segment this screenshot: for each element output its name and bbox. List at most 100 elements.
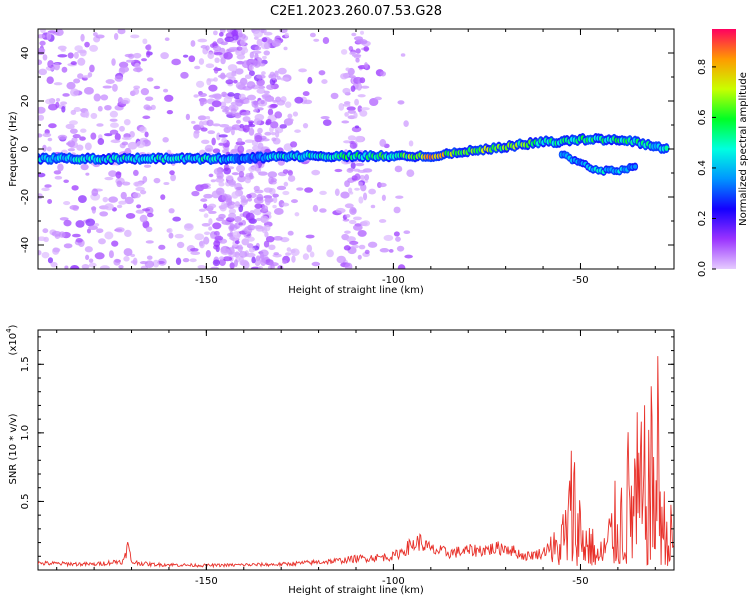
x-tick-label: -100 <box>382 576 405 587</box>
noise-blob <box>358 196 364 204</box>
noise-blob <box>145 226 153 233</box>
noise-blob <box>319 190 327 196</box>
noise-blob <box>108 170 117 177</box>
noise-blob <box>60 48 66 52</box>
noise-blob <box>225 175 234 181</box>
noise-blob <box>236 46 243 51</box>
noise-blob <box>355 162 365 167</box>
noise-blob <box>241 199 248 203</box>
noise-blob <box>235 186 244 190</box>
noise-blob <box>164 37 170 41</box>
noise-blob <box>236 119 241 124</box>
noise-blob <box>287 113 293 119</box>
noise-blob <box>54 175 63 180</box>
noise-blob <box>251 256 256 264</box>
y-tick-label: 0 <box>20 146 31 152</box>
noise-blob <box>38 114 45 121</box>
noise-blob <box>146 255 153 260</box>
noise-blob <box>271 73 276 81</box>
noise-blob <box>338 102 345 111</box>
noise-blob <box>254 258 261 267</box>
noise-blob <box>213 240 221 248</box>
noise-blob <box>207 51 215 60</box>
noise-blob <box>336 255 346 264</box>
noise-blob <box>357 254 362 260</box>
noise-blob <box>208 173 214 178</box>
noise-blob <box>238 171 245 178</box>
noise-blob <box>120 191 127 200</box>
noise-blob <box>133 52 142 59</box>
noise-blob <box>217 191 222 195</box>
noise-blob <box>123 248 133 257</box>
noise-blob <box>294 96 304 104</box>
noise-blob <box>207 130 216 135</box>
noise-blob <box>104 104 112 111</box>
noise-blob <box>114 133 121 141</box>
noise-blob <box>53 170 62 175</box>
noise-blob <box>56 98 61 102</box>
noise-blob <box>258 171 268 176</box>
noise-blob <box>208 84 218 92</box>
noise-blob <box>213 30 218 36</box>
noise-blob <box>241 238 250 246</box>
noise-blob <box>40 29 46 34</box>
noise-blob <box>282 259 288 265</box>
noise-blob <box>57 163 64 172</box>
noise-blob <box>253 30 263 38</box>
noise-blob <box>320 116 330 120</box>
noise-blob <box>38 59 43 66</box>
noise-blob <box>38 34 46 39</box>
y-tick-label: 20 <box>20 95 31 108</box>
noise-blob <box>139 214 148 223</box>
noise-blob <box>284 32 289 38</box>
noise-blob <box>347 109 356 114</box>
noise-blob <box>113 33 119 41</box>
noise-blob <box>93 222 100 227</box>
noise-blob <box>194 65 201 70</box>
noise-blob <box>208 226 213 231</box>
noise-blob <box>220 247 231 255</box>
noise-blob <box>321 79 328 84</box>
noise-blob <box>394 165 403 173</box>
noise-blob <box>42 54 48 61</box>
snr-multiplier-exp: 4 <box>5 328 13 333</box>
noise-blob <box>291 199 298 204</box>
noise-blob <box>227 232 234 237</box>
noise-blob <box>194 233 205 241</box>
noise-blob <box>294 129 301 133</box>
noise-blob <box>38 172 46 178</box>
noise-blob <box>231 148 239 153</box>
noise-blob <box>120 99 129 105</box>
noise-blob <box>360 107 370 111</box>
noise-blob <box>253 163 259 172</box>
noise-blob <box>45 98 55 105</box>
noise-blob <box>254 134 263 143</box>
noise-blob <box>270 103 278 108</box>
noise-blob <box>262 55 267 60</box>
noise-blob <box>203 213 209 218</box>
noise-blob <box>90 132 97 140</box>
noise-blob <box>46 76 54 84</box>
noise-blob <box>208 106 215 112</box>
noise-blob <box>141 58 147 62</box>
noise-blob <box>124 53 133 58</box>
noise-blob <box>273 235 283 241</box>
noise-blob <box>73 106 82 113</box>
noise-blob <box>42 132 52 138</box>
noise-blob <box>261 71 266 76</box>
noise-blob <box>244 226 253 235</box>
noise-blob <box>94 252 105 260</box>
noise-blob <box>153 85 161 90</box>
noise-blob <box>118 264 124 269</box>
noise-blob <box>319 208 327 213</box>
noise-blob <box>88 225 98 231</box>
noise-blob <box>379 248 390 253</box>
noise-blob <box>302 91 310 97</box>
noise-blob <box>104 231 114 240</box>
noise-blob <box>349 240 359 245</box>
noise-blob <box>381 194 386 201</box>
noise-blob <box>326 249 334 258</box>
noise-blob <box>230 128 235 136</box>
noise-blob <box>403 230 411 235</box>
noise-blob <box>222 256 233 262</box>
